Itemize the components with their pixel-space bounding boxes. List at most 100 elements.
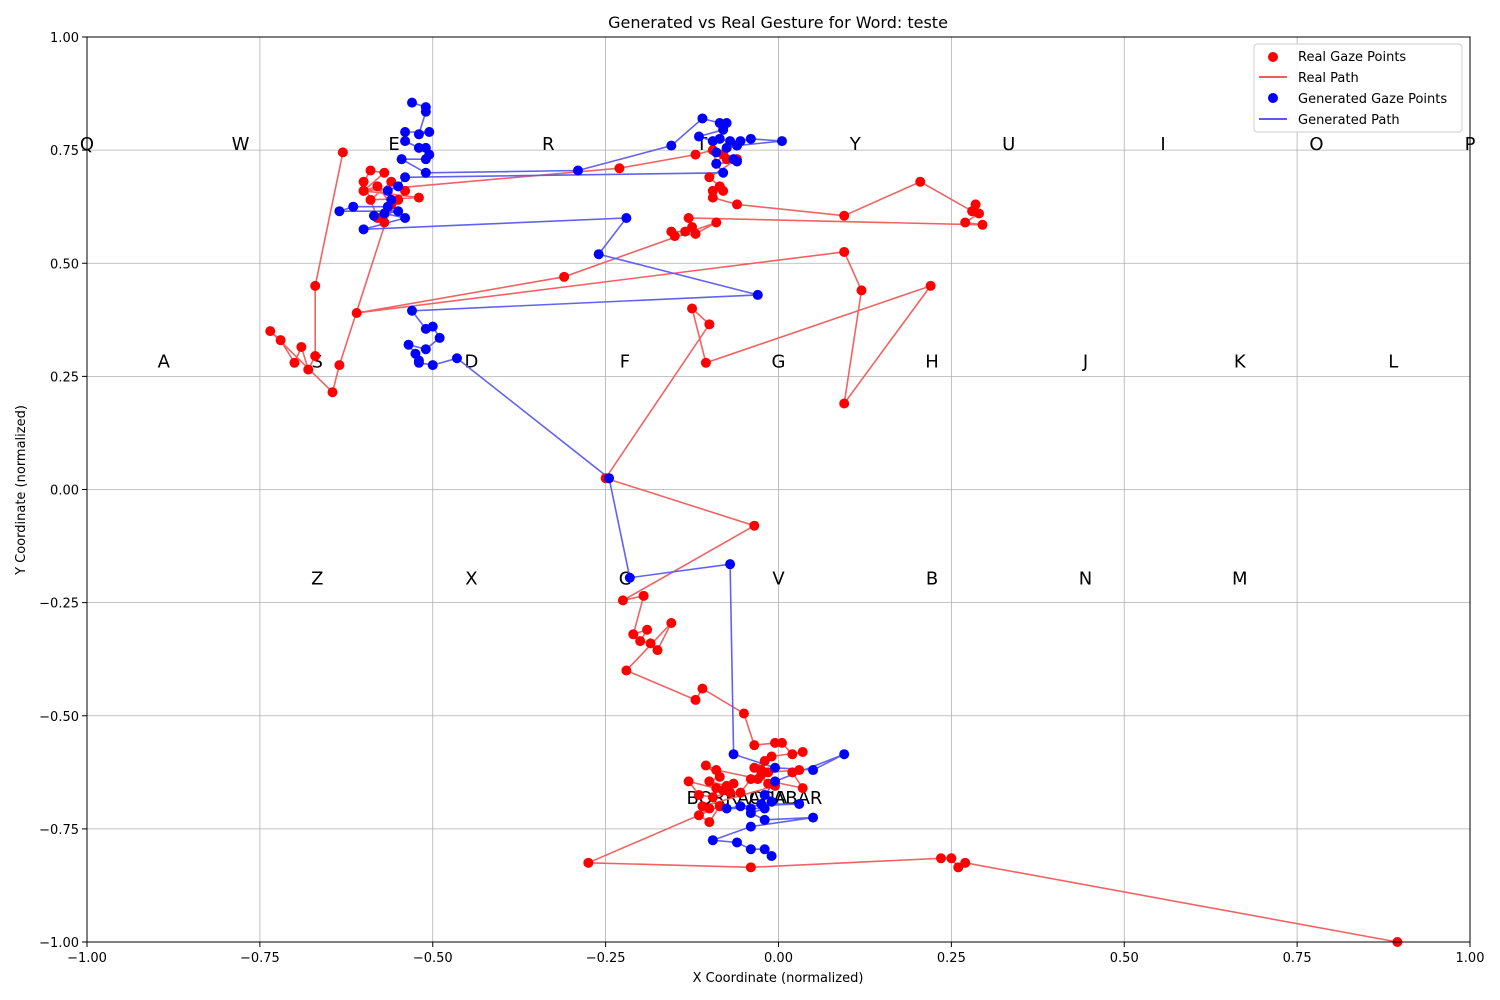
real-gaze-point xyxy=(745,862,756,873)
key-label-u: U xyxy=(1002,134,1015,155)
generated-gaze-point xyxy=(400,213,411,223)
generated-gaze-point xyxy=(721,803,732,814)
generated-gaze-point xyxy=(745,821,756,832)
legend-generated-path-label: Generated Path xyxy=(1298,113,1400,128)
legend-real-path-label: Real Path xyxy=(1298,71,1359,86)
x-tick-label: 0.00 xyxy=(764,951,793,966)
real-gaze-point xyxy=(337,147,348,158)
generated-gaze-point xyxy=(593,249,604,260)
generated-gaze-point xyxy=(759,789,770,800)
legend-real-points-label: Real Gaze Points xyxy=(1298,50,1406,65)
real-gaze-point xyxy=(759,756,770,766)
key-label-a: A xyxy=(158,351,171,372)
real-gaze-point xyxy=(693,789,704,800)
generated-gaze-point xyxy=(434,332,445,343)
generated-gaze-point xyxy=(735,801,746,812)
real-gaze-point xyxy=(379,217,390,228)
real-gaze-point xyxy=(925,280,936,291)
generated-gaze-point xyxy=(451,353,462,364)
real-gaze-point xyxy=(652,645,663,656)
x-tick-label: −0.75 xyxy=(240,951,280,966)
generated-gaze-point xyxy=(776,136,787,147)
legend-real-points-marker xyxy=(1268,52,1278,62)
generated-gaze-point xyxy=(400,136,411,147)
real-gaze-point xyxy=(700,760,711,771)
y-tick-label: 0.50 xyxy=(50,257,79,272)
generated-gaze-point xyxy=(697,113,708,124)
real-gaze-point xyxy=(265,326,276,337)
real-gaze-point xyxy=(974,208,985,219)
real-gaze-point xyxy=(372,181,383,192)
generated-gaze-point xyxy=(728,749,739,760)
real-gaze-point xyxy=(690,149,701,160)
key-label-f: F xyxy=(620,351,630,372)
generated-gaze-point xyxy=(711,147,722,158)
y-axis-label: Y Coordinate (normalized) xyxy=(14,405,29,576)
real-gaze-point xyxy=(628,629,639,640)
generated-gaze-point xyxy=(393,206,404,217)
real-gaze-point xyxy=(358,176,369,187)
real-gaze-point xyxy=(327,387,338,398)
real-gaze-point xyxy=(683,776,694,787)
generated-gaze-point xyxy=(745,133,756,144)
real-gaze-point xyxy=(970,199,981,210)
generated-gaze-point xyxy=(766,851,777,862)
generated-gaze-point xyxy=(407,97,418,108)
y-tick-label: −1.00 xyxy=(39,936,79,951)
generated-gaze-point xyxy=(407,305,418,316)
y-tick-label: −0.75 xyxy=(39,823,79,838)
generated-gaze-point xyxy=(808,765,819,776)
real-gaze-point xyxy=(683,213,694,223)
x-axis-label: X Coordinate (normalized) xyxy=(693,971,864,986)
generated-gaze-point xyxy=(718,124,729,135)
generated-gaze-point xyxy=(427,321,438,332)
real-gaze-point xyxy=(839,398,850,409)
generated-gaze-point xyxy=(725,559,736,570)
real-gaze-point xyxy=(638,590,649,601)
key-label-z: Z xyxy=(311,569,323,590)
y-tick-label: −0.25 xyxy=(39,597,79,612)
y-tick-label: 1.00 xyxy=(50,31,79,46)
legend-box xyxy=(1253,43,1463,133)
generated-gaze-point xyxy=(839,749,850,760)
generated-gaze-point xyxy=(766,796,777,807)
generated-gaze-point xyxy=(621,213,632,223)
generated-gaze-point xyxy=(624,572,635,583)
x-tick-label: 0.50 xyxy=(1110,951,1139,966)
generated-gaze-point xyxy=(420,106,431,117)
generated-gaze-point xyxy=(403,339,414,350)
real-gaze-point xyxy=(621,665,632,676)
real-gaze-point xyxy=(735,787,746,798)
generated-gaze-point xyxy=(745,844,756,855)
real-gaze-point xyxy=(728,778,739,789)
real-gaze-point xyxy=(642,624,653,635)
key-label-h: H xyxy=(925,351,939,372)
y-tick-label: 0.00 xyxy=(50,484,79,499)
real-gaze-point xyxy=(915,176,926,187)
real-gaze-point xyxy=(977,219,988,230)
real-gaze-point xyxy=(617,595,628,606)
real-gaze-point xyxy=(365,194,376,205)
x-tick-label: 0.25 xyxy=(937,951,966,966)
y-tick-label: 0.75 xyxy=(50,144,79,159)
real-gaze-point xyxy=(690,228,701,239)
real-gaze-point xyxy=(413,192,424,203)
real-gaze-point xyxy=(310,280,321,291)
generated-gaze-point xyxy=(420,154,431,165)
key-label-e: E xyxy=(388,134,399,155)
key-label-v: V xyxy=(772,569,785,590)
x-tick-label: 1.00 xyxy=(1456,951,1485,966)
generated-gaze-point xyxy=(413,129,424,140)
real-gaze-point xyxy=(704,172,715,183)
real-gaze-point xyxy=(669,231,680,242)
real-gaze-point xyxy=(704,803,715,814)
generated-gaze-point xyxy=(752,289,763,300)
generated-gaze-point xyxy=(732,837,743,848)
generated-gaze-point xyxy=(393,181,404,192)
generated-gaze-point xyxy=(711,158,722,169)
key-label-w: W xyxy=(232,134,250,155)
generated-gaze-point xyxy=(808,812,819,823)
legend-generated-points-marker xyxy=(1268,93,1278,103)
real-gaze-point xyxy=(714,771,725,782)
generated-gaze-point xyxy=(732,156,743,167)
